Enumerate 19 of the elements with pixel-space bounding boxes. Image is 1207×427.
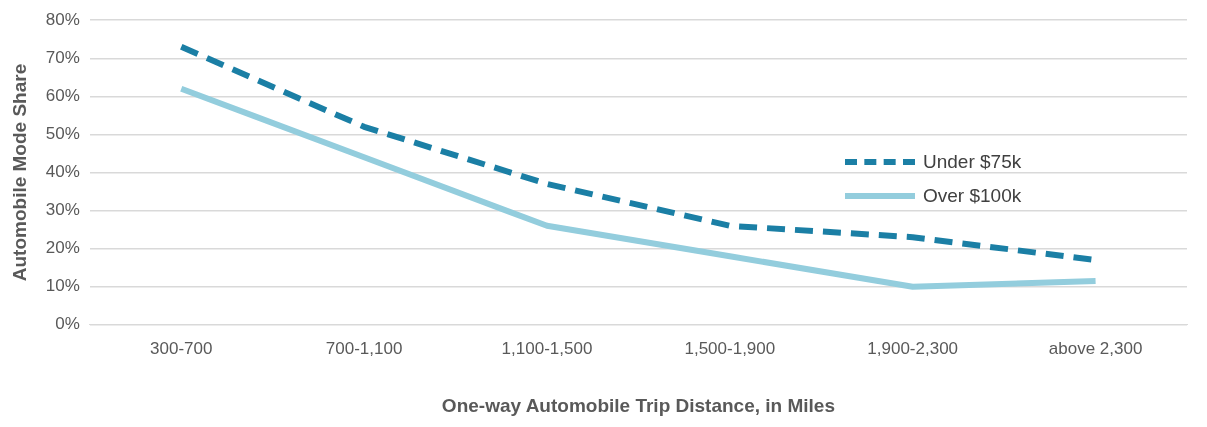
legend-label: Over $100k — [923, 185, 1022, 207]
x-tick-label: 700-1,100 — [325, 338, 403, 358]
y-tick-label: 10% — [45, 276, 80, 296]
y-tick-label: 0% — [55, 314, 80, 334]
y-tick-label: 60% — [45, 86, 80, 106]
y-axis-title: Automobile Mode Share — [8, 63, 30, 282]
x-tick-label: 1,900-2,300 — [867, 338, 959, 358]
y-tick-label: 70% — [45, 47, 80, 67]
x-tick-label: above 2,300 — [1048, 338, 1143, 358]
y-tick-label: 80% — [45, 9, 80, 29]
x-tick-label: 1,100-1,500 — [501, 338, 593, 358]
y-tick-label: 20% — [45, 238, 80, 258]
x-tick-label: 300-700 — [150, 338, 213, 358]
y-tick-label: 30% — [45, 200, 80, 220]
legend-label: Under $75k — [923, 151, 1022, 173]
x-axis-title: One-way Automobile Trip Distance, in Miles — [441, 394, 835, 416]
y-tick-label: 40% — [45, 162, 80, 182]
x-tick-label: 1,500-1,900 — [684, 338, 776, 358]
y-tick-label: 50% — [45, 124, 80, 144]
